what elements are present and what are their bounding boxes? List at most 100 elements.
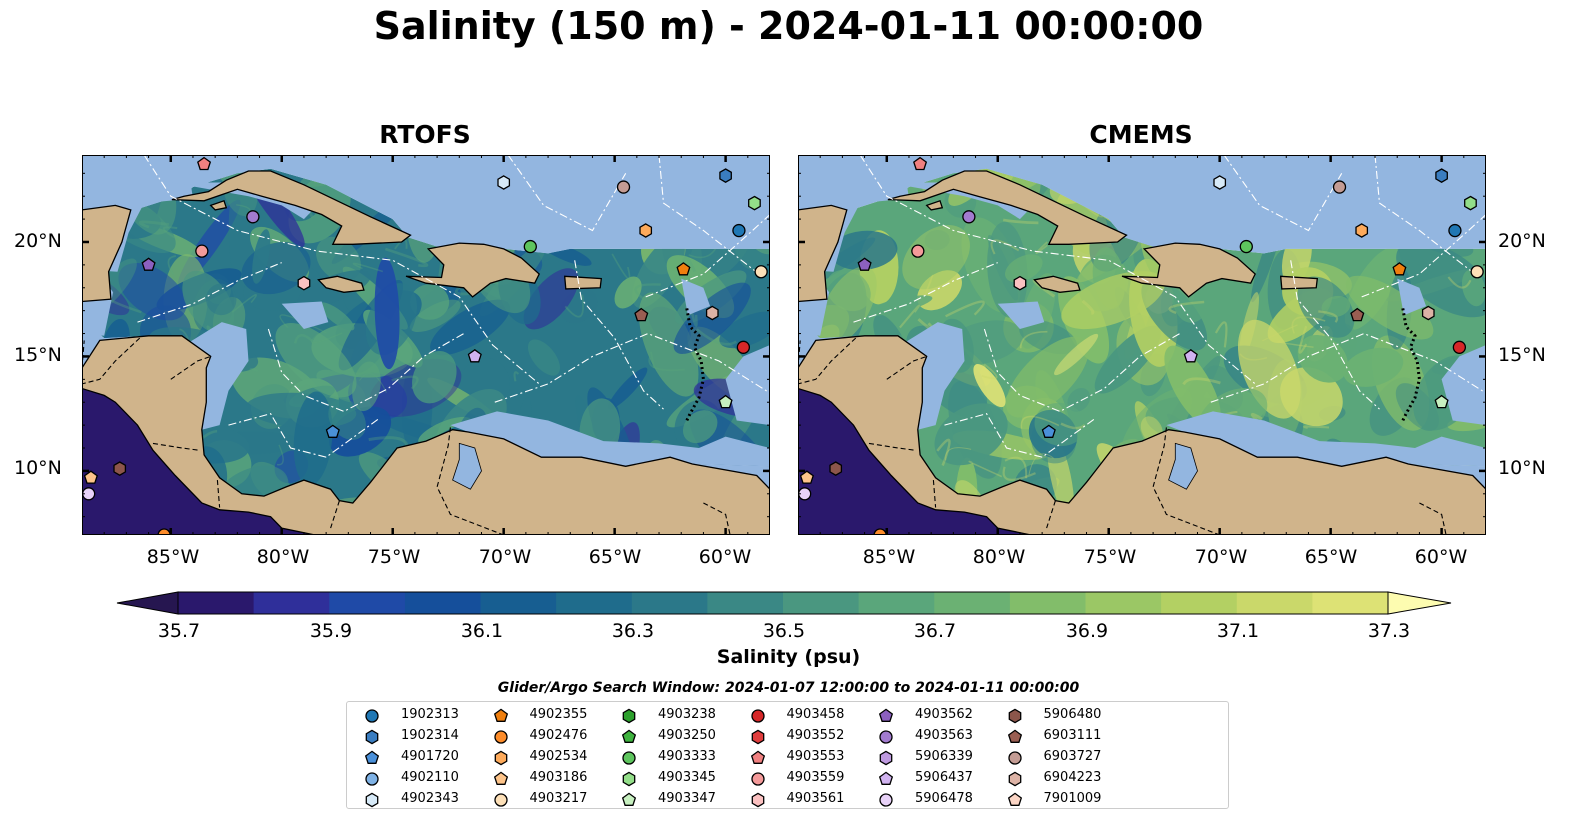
float-marker (1392, 262, 1407, 276)
float-marker (616, 180, 631, 194)
colorbar-bar (116, 591, 1452, 615)
float-marker (1013, 275, 1027, 291)
float-marker (1041, 424, 1056, 438)
legend-item: 4903559 (743, 768, 868, 788)
rtofs-map[interactable] (81, 154, 771, 542)
pentagon-marker-icon (493, 708, 508, 722)
legend-item: 5906339 (871, 747, 996, 767)
float-marker (913, 156, 928, 171)
hexagon-marker-shape (751, 792, 764, 808)
float-marker (197, 156, 212, 171)
legend-item: 5906478 (871, 789, 996, 809)
legend-item-label: 4903345 (658, 770, 716, 785)
hexagon-marker-icon (1008, 708, 1021, 724)
hexagon-marker-icon (365, 792, 379, 808)
circle-marker-shape (622, 751, 636, 765)
float-marker (523, 239, 537, 254)
legend-item-label: 4903217 (529, 791, 588, 806)
hexagon-marker-icon (751, 792, 764, 808)
float-marker (1435, 168, 1448, 183)
circle-marker-icon (750, 709, 765, 723)
legend-item: 4903250 (614, 726, 739, 746)
hexagon-marker-shape (494, 750, 507, 766)
circle-marker-icon (622, 751, 636, 765)
hexagon-marker-shape (622, 771, 636, 787)
lon-label-65w-right: 65°W (1304, 546, 1358, 568)
legend-item: 1902314 (357, 726, 482, 746)
rtofs-map-canvas (81, 154, 771, 542)
circle-marker-shape (365, 772, 379, 786)
legend-item-label: 6903727 (1043, 749, 1102, 764)
float-marker (1350, 307, 1365, 322)
colorbar-tick: 35.7 (157, 620, 201, 642)
circle-marker-shape (493, 730, 508, 744)
lon-label-75w-left: 75°W (367, 546, 421, 568)
float-marker (83, 470, 98, 484)
float-marker (1448, 223, 1462, 238)
legend-item-label: 4902534 (529, 749, 588, 764)
legend-item-label: 4902355 (529, 707, 588, 722)
float-marker (705, 305, 719, 321)
circle-marker-shape (879, 730, 893, 744)
hexagon-marker-icon (879, 750, 893, 766)
float-marker (195, 244, 209, 258)
float-marker (1213, 175, 1227, 190)
hexagon-marker-icon (751, 729, 764, 745)
cmems-map[interactable] (797, 154, 1487, 542)
float-marker (639, 223, 653, 238)
float-marker (676, 262, 691, 276)
lat-label-10n-left: 10°N (14, 457, 62, 479)
hexagon-marker-shape (622, 708, 636, 724)
float-marker (1183, 348, 1198, 363)
pentagon-marker-icon (621, 792, 637, 806)
colorbar-tick: 36.9 (1065, 620, 1109, 642)
float-marker (1332, 180, 1347, 194)
pentagon-marker-icon (878, 708, 894, 722)
float-marker (467, 348, 482, 363)
legend-title: Glider/Argo Search Window: 2024-01-07 12… (497, 680, 1080, 696)
circle-marker-shape (750, 709, 765, 723)
float-marker (113, 461, 127, 476)
lon-label-75w-right: 75°W (1083, 546, 1137, 568)
legend-item-label: 4903563 (915, 728, 973, 743)
colorbar-tick: 36.7 (913, 620, 957, 642)
circle-marker-icon (879, 793, 893, 807)
legend-item: 6903727 (1000, 747, 1125, 767)
pentagon-marker-shape (878, 708, 894, 722)
pentagon-marker-shape (621, 792, 637, 806)
pentagon-marker-shape (878, 771, 894, 785)
circle-marker-icon (365, 709, 379, 723)
float-marker (1452, 340, 1467, 354)
circle-marker-shape (879, 793, 893, 807)
legend-item-label: 7901009 (1043, 791, 1102, 806)
legend-item-label: 4903250 (658, 728, 716, 743)
legend-item: 4903561 (743, 789, 868, 809)
pentagon-marker-icon (750, 750, 765, 764)
circle-marker-icon (365, 772, 379, 786)
legend-item-label: 4902110 (401, 770, 459, 785)
float-marker (1421, 305, 1435, 321)
legend-item: 4902476 (486, 726, 611, 746)
hexagon-marker-shape (751, 729, 764, 745)
legend-item-label: 4903458 (786, 707, 845, 722)
hexagon-marker-shape (1008, 708, 1021, 724)
legend-item: 6903111 (1000, 726, 1125, 746)
legend-item-label: 4902343 (401, 791, 459, 806)
circle-marker-shape (365, 709, 379, 723)
float-marker (297, 275, 311, 291)
circle-marker-icon (1007, 751, 1022, 765)
float-marker (1355, 223, 1369, 238)
colorbar (116, 590, 1452, 616)
hexagon-marker-shape (365, 792, 379, 808)
legend-item-label: 4903552 (786, 728, 845, 743)
legend-item: 4903347 (614, 789, 739, 809)
legend-item: 4903552 (743, 726, 868, 746)
legend-item: 1902313 (357, 705, 482, 725)
legend-item-label: 4903559 (786, 770, 845, 785)
legend-item: 6904223 (1000, 768, 1125, 788)
float-marker (1464, 195, 1477, 211)
panel-title-cmems: CMEMS (1089, 120, 1193, 149)
legend-item: 4903553 (743, 747, 868, 767)
legend-item-label: 4901720 (401, 749, 459, 764)
colorbar-tick: 37.3 (1367, 620, 1411, 642)
